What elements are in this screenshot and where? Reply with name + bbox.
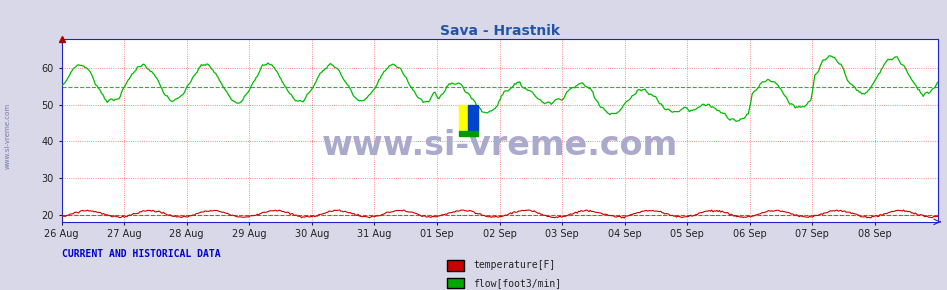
Polygon shape <box>468 105 477 130</box>
Text: www.si-vreme.com: www.si-vreme.com <box>5 103 10 169</box>
Polygon shape <box>459 105 468 130</box>
Polygon shape <box>459 130 477 136</box>
Text: temperature[F]: temperature[F] <box>474 260 556 270</box>
Text: www.si-vreme.com: www.si-vreme.com <box>321 129 678 162</box>
Text: flow[foot3/min]: flow[foot3/min] <box>474 278 562 288</box>
Title: Sava - Hrastnik: Sava - Hrastnik <box>439 24 560 38</box>
Polygon shape <box>459 105 468 130</box>
Text: CURRENT AND HISTORICAL DATA: CURRENT AND HISTORICAL DATA <box>62 249 221 259</box>
